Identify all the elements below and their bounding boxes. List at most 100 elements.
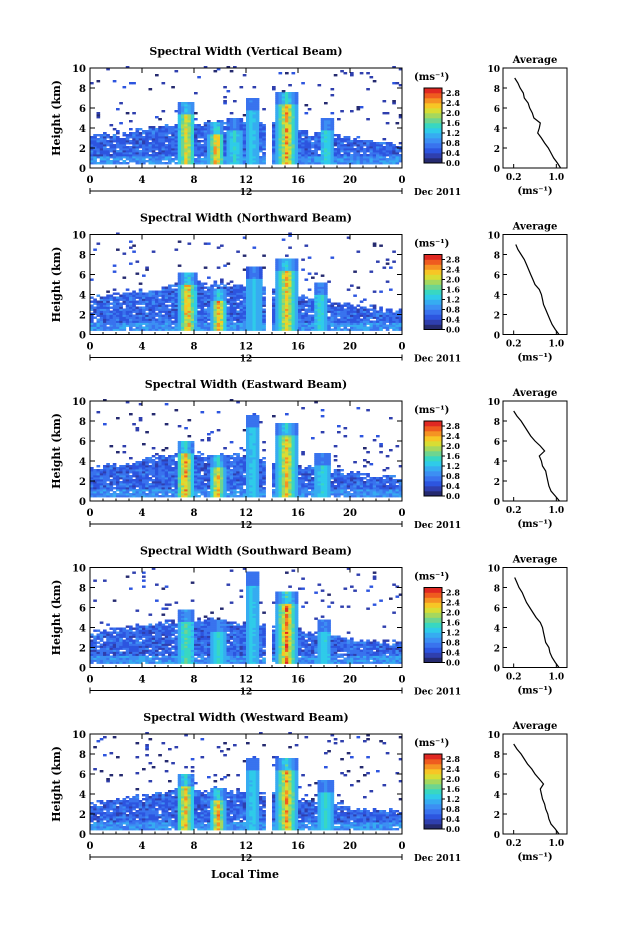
colorbar-swatch <box>424 93 442 99</box>
colorbar-swatch <box>424 794 442 800</box>
x-tick-label: 0 <box>399 508 406 519</box>
colorbar-swatch <box>424 314 442 320</box>
panel-ylabel: Height (km) <box>50 580 63 656</box>
panel-4: Spectral Width (Southward Beam) Height (k… <box>50 545 568 698</box>
heatmap-cells <box>90 66 403 165</box>
x-tick-label: 4 <box>139 342 146 353</box>
colorbar-tick-label: 2.0 <box>446 108 460 118</box>
x-tick-label: 8 <box>191 508 198 519</box>
colorbar-swatch <box>424 158 442 164</box>
colorbar-swatch <box>424 118 442 124</box>
colorbar-tick-label: 2.8 <box>446 588 460 598</box>
x-tick-label: 16 <box>291 175 305 186</box>
panel-title: Spectral Width (Eastward Beam) <box>145 378 347 391</box>
average-x-tick-label: 0.2 <box>506 673 522 683</box>
colorbar-tick-label: 0.0 <box>446 658 460 668</box>
panel-3: Spectral Width (Eastward Beam) Height (km… <box>50 378 568 531</box>
colorbar-swatch <box>424 441 442 447</box>
colorbar-tick-label: 2.8 <box>446 255 460 265</box>
colorbar-swatch <box>424 759 442 765</box>
date-label: Dec 2011 <box>414 521 461 531</box>
average-y-tick-label: 0 <box>494 831 500 841</box>
colorbar-swatch <box>424 597 442 603</box>
colorbar-swatch <box>424 274 442 280</box>
colorbar-swatch <box>424 456 442 462</box>
average-x-tick-label: 1.0 <box>548 839 564 849</box>
average-xlabel: (ms⁻¹) <box>517 186 552 197</box>
date-label: Dec 2011 <box>414 854 461 864</box>
average-y-tick-label: 10 <box>487 565 500 575</box>
x-tick-label: 4 <box>139 175 146 186</box>
average-y-tick-label: 4 <box>494 791 500 801</box>
colorbar-tick-label: 1.2 <box>446 295 460 305</box>
y-tick-label: 2 <box>79 144 86 155</box>
x-tick-label: 0 <box>399 675 406 686</box>
colorbar-tick-label: 1.6 <box>446 784 460 794</box>
average-y-tick-label: 0 <box>494 665 500 675</box>
colorbar-tick-label: 2.4 <box>446 764 460 774</box>
date-center-label: 12 <box>240 688 253 698</box>
colorbar-swatch <box>424 446 442 452</box>
colorbar-swatch <box>424 491 442 497</box>
x-tick-label: 0 <box>87 675 94 686</box>
y-tick-label: 4 <box>79 790 86 801</box>
date-center-label: 12 <box>240 355 253 365</box>
x-tick-label: 20 <box>343 175 357 186</box>
average-y-tick-label: 6 <box>494 105 500 115</box>
colorbar-tick-label: 0.4 <box>446 315 460 325</box>
colorbar-tick-label: 1.2 <box>446 461 460 471</box>
colorbar-swatch <box>424 289 442 295</box>
y-tick-label: 6 <box>79 271 86 282</box>
average-frame <box>502 567 568 668</box>
average-x-tick-label: 0.2 <box>506 506 522 516</box>
panel-ylabel: Height (km) <box>50 746 63 822</box>
colorbar-tick-label: 0.8 <box>446 471 460 481</box>
x-tick-label: 16 <box>291 342 305 353</box>
colorbar-swatch <box>424 602 442 608</box>
colorbar-swatch <box>424 426 442 432</box>
colorbar-tick-label: 2.0 <box>446 608 460 618</box>
average-profile-line <box>515 244 560 335</box>
y-tick-label: 0 <box>79 664 86 675</box>
colorbar-swatch <box>424 809 442 815</box>
x-tick-label: 0 <box>87 841 94 852</box>
y-tick-label: 4 <box>79 291 86 302</box>
average-profile-line <box>514 577 560 668</box>
x-tick-label: 0 <box>87 342 94 353</box>
y-tick-label: 6 <box>79 604 86 615</box>
colorbar-swatch <box>424 784 442 790</box>
y-tick-label: 10 <box>72 564 86 575</box>
colorbar-tick-label: 0.0 <box>446 491 460 501</box>
colorbar-tick-label: 1.6 <box>446 618 460 628</box>
colorbar-swatch <box>424 319 442 325</box>
y-tick-label: 2 <box>79 644 86 655</box>
y-tick-label: 0 <box>79 164 86 175</box>
colorbar-swatch <box>424 779 442 785</box>
colorbar-swatch <box>424 769 442 775</box>
x-tick-label: 8 <box>191 342 198 353</box>
colorbar-swatch <box>424 632 442 638</box>
average-y-tick-label: 10 <box>487 731 500 741</box>
y-tick-label: 10 <box>72 64 86 75</box>
colorbar-tick-label: 2.8 <box>446 88 460 98</box>
average-title: Average <box>512 555 558 566</box>
average-y-tick-label: 4 <box>494 125 500 135</box>
colorbar-swatch <box>424 592 442 598</box>
x-tick-label: 8 <box>191 841 198 852</box>
colorbar-swatch <box>424 466 442 472</box>
y-tick-label: 2 <box>79 311 86 322</box>
average-frame <box>502 733 568 835</box>
x-tick-label: 8 <box>191 175 198 186</box>
colorbar-swatch <box>424 657 442 663</box>
y-tick-label: 0 <box>79 331 86 342</box>
colorbar-swatch <box>424 461 442 467</box>
colorbar-tick-label: 2.8 <box>446 754 460 764</box>
panel-ylabel: Height (km) <box>50 80 63 156</box>
panel-ylabel: Height (km) <box>50 413 63 489</box>
colorbar-swatch <box>424 627 442 633</box>
x-tick-label: 20 <box>343 675 357 686</box>
colorbar-swatch <box>424 451 442 457</box>
colorbar-swatch <box>424 642 442 648</box>
panel-title: Spectral Width (Westward Beam) <box>143 711 348 724</box>
colorbar-swatch <box>424 128 442 134</box>
